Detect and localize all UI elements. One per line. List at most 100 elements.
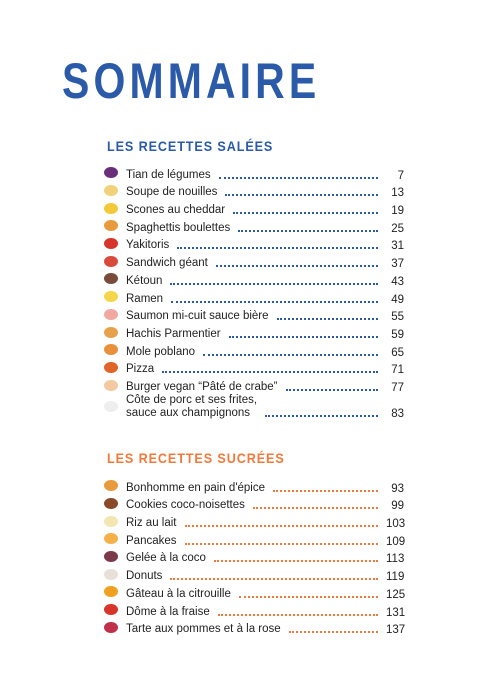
recipe-row: Hachis Parmentier 59: [104, 323, 404, 341]
recipe-row: Scones au cheddar 19: [104, 199, 404, 217]
recipe-title: Soupe de nouilles: [126, 186, 218, 199]
dot-leader: [238, 229, 378, 232]
page-number: 49: [391, 293, 404, 306]
page-number: 59: [391, 328, 404, 341]
recipe-row: Pancakes 109: [104, 530, 406, 548]
page-number: 31: [391, 240, 404, 253]
section-heading: LES RECETTES SALÉES: [107, 138, 274, 154]
recipe-title: Cookies coco-noisettes: [126, 499, 245, 512]
dot-leader: [225, 194, 378, 197]
recipe-title: Riz au lait: [126, 517, 177, 530]
recipe-row: Gâteau à la citrouille 125: [104, 583, 406, 601]
recipe-row: Côte de porc et ses frites, sauce aux ch…: [104, 394, 404, 420]
page-number: 7: [397, 169, 404, 182]
recipe-icon: [104, 308, 118, 320]
recipe-icon: [104, 361, 118, 373]
recipe-title: Pancakes: [126, 534, 177, 547]
recipe-row: Dôme à la fraise 131: [104, 601, 405, 619]
recipe-icon: [104, 568, 118, 580]
dot-leader: [215, 265, 378, 268]
page-number: 13: [391, 187, 404, 200]
recipe-title: Scones au cheddar: [126, 204, 226, 217]
recipe-icon: [104, 551, 118, 563]
recipe-row: Saumon mi-cuit sauce bière 55: [104, 306, 404, 324]
recipe-row: Burger vegan “Pâté de crabe” 77: [104, 376, 404, 394]
recipe-row: Donuts 119: [104, 565, 404, 583]
recipe-title: Tarte aux pommes et à la rose: [126, 623, 281, 636]
recipe-icon: [104, 291, 118, 303]
dot-leader: [171, 300, 378, 303]
recipe-title: Kétoun: [126, 274, 163, 287]
recipe-title: Dôme à la fraise: [126, 605, 210, 618]
recipe-icon: [104, 255, 118, 267]
dot-leader: [285, 388, 378, 391]
recipe-title: Pizza: [126, 363, 155, 376]
page-number: 83: [391, 407, 404, 420]
page-number: 103: [386, 518, 406, 531]
recipe-title: Spaghettis boulettes: [126, 221, 231, 234]
recipe-icon: [104, 326, 118, 338]
recipe-icon: [104, 604, 118, 616]
page-number: 99: [391, 500, 404, 513]
recipe-title: Gelée à la coco: [126, 552, 206, 565]
page-number: 77: [391, 381, 404, 394]
recipe-icon: [104, 238, 118, 250]
recipe-icon: [104, 185, 118, 197]
dot-leader: [184, 525, 378, 528]
recipe-title: Tian de légumes: [126, 168, 211, 181]
page-number: 137: [386, 624, 406, 637]
recipe-title: Yakitoris: [126, 239, 170, 252]
recipe-row: Gelée à la coco 113: [104, 548, 405, 566]
recipe-row: Spaghettis boulettes 25: [104, 217, 404, 235]
page-number: 55: [391, 311, 404, 324]
section-heading: LES RECETTES SUCRÉES: [107, 450, 285, 466]
recipe-row: Kétoun 43: [104, 270, 404, 288]
dot-leader: [228, 335, 378, 338]
recipe-title: Saumon mi-cuit sauce bière: [126, 310, 269, 323]
page-number: 43: [391, 275, 404, 288]
page-number: 125: [386, 588, 406, 601]
page-number: 19: [391, 205, 404, 218]
page-number: 37: [391, 258, 404, 271]
recipe-title: Donuts: [126, 570, 163, 583]
page-number: 71: [391, 364, 404, 377]
recipe-title: Mole poblano: [126, 345, 196, 358]
recipe-row: Tian de légumes 7: [104, 164, 404, 182]
recipe-icon: [104, 586, 118, 598]
dot-leader: [170, 578, 378, 581]
recipe-icon: [104, 401, 118, 413]
dot-leader: [276, 318, 378, 321]
dot-leader: [177, 247, 378, 250]
recipe-icon: [104, 498, 118, 510]
dot-leader: [238, 595, 378, 598]
recipe-icon: [104, 533, 118, 545]
recipe-icon: [104, 621, 118, 633]
recipe-row: Tarte aux pommes et à la rose 137: [104, 619, 406, 637]
recipe-row: Sandwich géant 37: [104, 252, 404, 270]
dot-leader: [273, 489, 378, 492]
recipe-icon: [104, 344, 118, 356]
recipe-title: Burger vegan “Pâté de crabe”: [126, 380, 278, 393]
recipe-row: Mole poblano 65: [104, 341, 404, 359]
dot-leader: [213, 560, 378, 563]
recipe-row: Bonhomme en pain d'épice 93: [104, 477, 404, 495]
recipe-title: Sandwich géant: [126, 257, 208, 270]
recipe-row: Ramen 49: [104, 288, 404, 306]
recipe-row: Pizza 71: [104, 359, 404, 377]
page-number: 113: [386, 553, 405, 566]
recipe-title: Ramen: [126, 292, 164, 305]
recipe-row: Soupe de nouilles 13: [104, 182, 404, 200]
recipe-title: Gâteau à la citrouille: [126, 587, 231, 600]
dot-leader: [203, 353, 378, 356]
recipe-icon: [104, 167, 118, 179]
dot-leader: [233, 212, 378, 215]
recipe-icon: [104, 220, 118, 232]
recipe-title: Bonhomme en pain d'épice: [126, 481, 266, 494]
dot-leader: [252, 507, 378, 510]
recipe-icon: [104, 379, 118, 391]
recipe-icon: [104, 273, 118, 285]
page-number: 109: [386, 535, 406, 548]
dot-leader: [170, 282, 378, 285]
page-number: 93: [391, 482, 404, 495]
